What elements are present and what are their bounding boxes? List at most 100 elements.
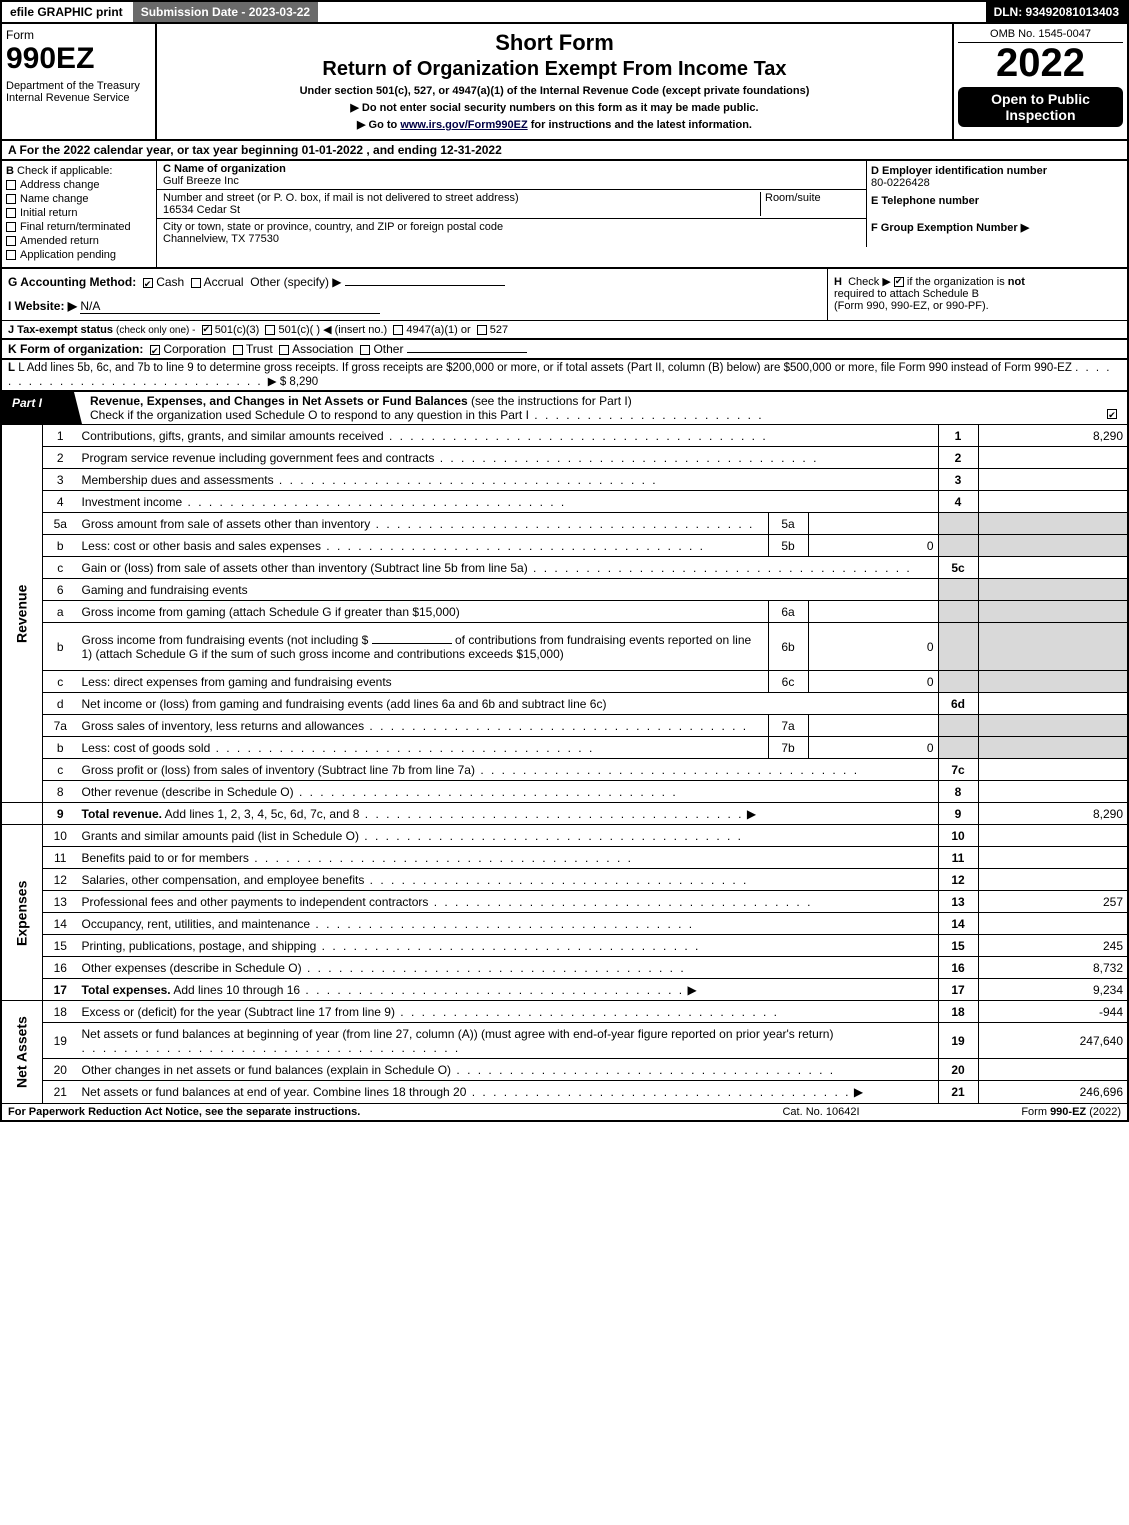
line-11: 11 Benefits paid to or for members 11 — [1, 847, 1128, 869]
line-6: 6 Gaming and fundraising events — [1, 579, 1128, 601]
line-18: Net Assets 18 Excess or (deficit) for th… — [1, 1001, 1128, 1023]
check-final-return[interactable]: Final return/terminated — [6, 221, 152, 233]
checkbox-icon[interactable] — [6, 208, 16, 218]
line-7c: c Gross profit or (loss) from sales of i… — [1, 759, 1128, 781]
checkbox-icon[interactable] — [6, 222, 16, 232]
efile-label[interactable]: efile GRAPHIC print — [2, 2, 133, 22]
irs-link[interactable]: www.irs.gov/Form990EZ — [400, 119, 527, 131]
other-org-input[interactable] — [407, 352, 527, 353]
instr2-post: for instructions and the latest informat… — [528, 119, 752, 131]
row-gh-block: G Accounting Method: Cash Accrual Other … — [0, 267, 1129, 338]
line-7b-value: 0 — [808, 737, 938, 759]
line-5c: c Gain or (loss) from sale of assets oth… — [1, 557, 1128, 579]
line-3: 3 Membership dues and assessments 3 — [1, 469, 1128, 491]
form-number: 990EZ — [6, 42, 151, 76]
checkbox-501c3[interactable] — [202, 325, 212, 335]
row-k: K Form of organization: Corporation Trus… — [0, 338, 1129, 358]
checkbox-schedule-o[interactable] — [1107, 409, 1117, 419]
line-18-value: -944 — [978, 1001, 1128, 1023]
ein-value: 80-0226428 — [871, 177, 1123, 189]
dln-label: DLN: 93492081013403 — [986, 2, 1127, 22]
row-h: H Check ▶ if the organization is not req… — [827, 269, 1127, 320]
checkbox-association[interactable] — [279, 345, 289, 355]
header-left: Form 990EZ Department of the Treasury In… — [2, 24, 157, 139]
checkbox-icon[interactable] — [6, 180, 16, 190]
part-1-tag: Part I — [2, 392, 82, 424]
part-1-header: Part I Revenue, Expenses, and Changes in… — [0, 390, 1129, 424]
title-return: Return of Organization Exempt From Incom… — [165, 58, 944, 81]
gross-receipts-amount: $ 8,290 — [280, 376, 318, 388]
side-net-assets: Net Assets — [1, 1001, 43, 1103]
footer: For Paperwork Reduction Act Notice, see … — [0, 1103, 1129, 1122]
c-street-row: Number and street (or P. O. box, if mail… — [157, 190, 866, 219]
c-city-row: City or town, state or province, country… — [157, 219, 866, 247]
org-name: Gulf Breeze Inc — [163, 175, 239, 187]
line-21-value: 246,696 — [978, 1081, 1128, 1103]
checkbox-trust[interactable] — [233, 345, 243, 355]
check-application-pending[interactable]: Application pending — [6, 249, 152, 261]
f-group-label: F Group Exemption Number ▶ — [871, 221, 1123, 234]
title-short-form: Short Form — [165, 30, 944, 56]
form-word: Form — [6, 28, 151, 42]
dept-label: Department of the Treasury Internal Reve… — [6, 80, 151, 104]
footer-right: Form 990-EZ (2022) — [921, 1106, 1121, 1118]
line-2: 2 Program service revenue including gove… — [1, 447, 1128, 469]
c-name-row: C Name of organization Gulf Breeze Inc — [157, 161, 866, 190]
org-city: Channelview, TX 77530 — [163, 233, 279, 245]
line-4: 4 Investment income 4 — [1, 491, 1128, 513]
room-suite-label: Room/suite — [765, 192, 821, 204]
row-g: G Accounting Method: Cash Accrual Other … — [2, 269, 827, 320]
line-6b-amount-input[interactable] — [372, 643, 452, 644]
checkbox-cash[interactable] — [143, 278, 153, 288]
line-6b-value: 0 — [808, 623, 938, 671]
line-12: 12 Salaries, other compensation, and emp… — [1, 869, 1128, 891]
line-17-value: 9,234 — [978, 979, 1128, 1001]
checkbox-501c[interactable] — [265, 325, 275, 335]
org-street: 16534 Cedar St — [163, 204, 240, 216]
line-10: Expenses 10 Grants and similar amounts p… — [1, 825, 1128, 847]
subtitle: Under section 501(c), 527, or 4947(a)(1)… — [165, 85, 944, 97]
check-amended-return[interactable]: Amended return — [6, 235, 152, 247]
line-13-value: 257 — [978, 891, 1128, 913]
checkbox-accrual[interactable] — [191, 278, 201, 288]
line-1: Revenue 1 Contributions, gifts, grants, … — [1, 425, 1128, 447]
check-name-change[interactable]: Name change — [6, 193, 152, 205]
top-bar: efile GRAPHIC print Submission Date - 20… — [0, 0, 1129, 24]
checkbox-icon[interactable] — [6, 250, 16, 260]
info-grid: B Check if applicable: Address change Na… — [0, 159, 1129, 267]
checkbox-527[interactable] — [477, 325, 487, 335]
checkbox-corporation[interactable] — [150, 345, 160, 355]
checkbox-4947[interactable] — [393, 325, 403, 335]
line-16-value: 8,732 — [978, 957, 1128, 979]
checkbox-icon[interactable] — [6, 236, 16, 246]
line-14: 14 Occupancy, rent, utilities, and maint… — [1, 913, 1128, 935]
line-8: 8 Other revenue (describe in Schedule O)… — [1, 781, 1128, 803]
part-1-check — [1097, 392, 1127, 424]
checkbox-other-org[interactable] — [360, 345, 370, 355]
check-initial-return[interactable]: Initial return — [6, 207, 152, 219]
line-19: 19 Net assets or fund balances at beginn… — [1, 1023, 1128, 1059]
line-7b: b Less: cost of goods sold 7b 0 — [1, 737, 1128, 759]
lines-table: Revenue 1 Contributions, gifts, grants, … — [0, 424, 1129, 1103]
line-17: 17 Total expenses. Add lines 10 through … — [1, 979, 1128, 1001]
line-15: 15 Printing, publications, postage, and … — [1, 935, 1128, 957]
checkbox-icon[interactable] — [6, 194, 16, 204]
section-c: C Name of organization Gulf Breeze Inc N… — [157, 161, 867, 247]
line-19-value: 247,640 — [978, 1023, 1128, 1059]
line-9-value: 8,290 — [978, 803, 1128, 825]
line-20: 20 Other changes in net assets or fund b… — [1, 1059, 1128, 1081]
b-label: B Check if applicable: — [6, 165, 152, 177]
website-value: N/A — [80, 299, 380, 314]
row-a-tax-year: A For the 2022 calendar year, or tax yea… — [0, 139, 1129, 159]
line-9: 9 Total revenue. Add lines 1, 2, 3, 4, 5… — [1, 803, 1128, 825]
check-address-change[interactable]: Address change — [6, 179, 152, 191]
instr2-pre: ▶ Go to — [357, 119, 400, 131]
other-method-input[interactable] — [345, 285, 505, 286]
line-5b: b Less: cost or other basis and sales ex… — [1, 535, 1128, 557]
side-expenses: Expenses — [1, 825, 43, 1001]
topbar-spacer — [320, 2, 985, 22]
instr-ssn: ▶ Do not enter social security numbers o… — [165, 101, 944, 114]
row-l: L L Add lines 5b, 6c, and 7b to line 9 t… — [0, 358, 1129, 390]
checkbox-h[interactable] — [894, 277, 904, 287]
side-revenue: Revenue — [1, 425, 43, 803]
